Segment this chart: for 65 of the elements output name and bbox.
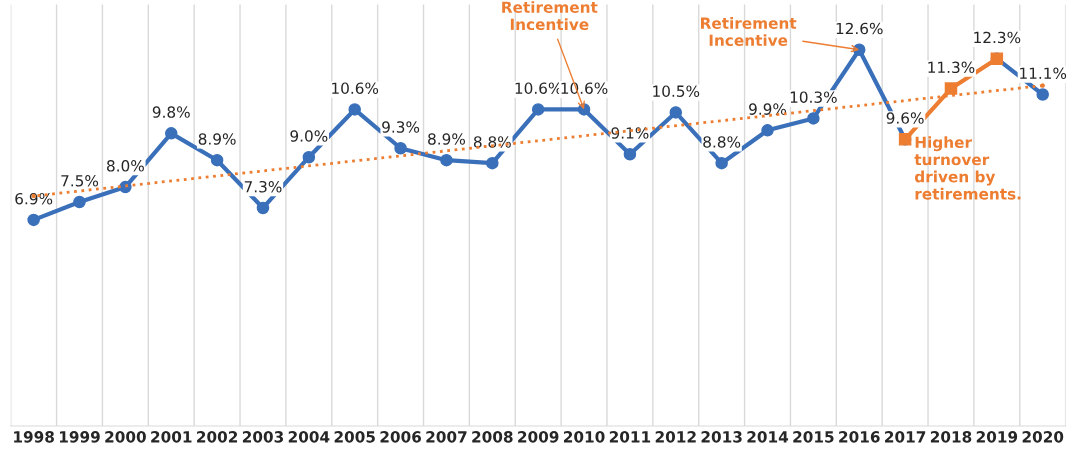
- data-label: 7.5%: [61, 174, 99, 187]
- x-tick-label: 2019: [976, 431, 1018, 443]
- x-tick-label: 1999: [59, 431, 100, 443]
- data-label: 11.3%: [928, 61, 975, 74]
- x-tick-label: 2013: [701, 431, 742, 443]
- point: [210, 153, 224, 167]
- data-label: 9.9%: [749, 103, 787, 115]
- point: [623, 147, 637, 161]
- data-label: 8.8%: [703, 136, 741, 148]
- x-tick-label: 2011: [609, 431, 651, 443]
- point: [761, 124, 774, 137]
- x-tick-label: 2003: [242, 431, 284, 443]
- point: [807, 112, 820, 125]
- data-label: 8.9%: [198, 133, 236, 145]
- x-tick-label: 2006: [380, 431, 422, 443]
- x-tick-label: 2015: [793, 431, 834, 443]
- data-label: 6.9%: [15, 192, 53, 205]
- data-label: 11.1%: [1020, 67, 1067, 80]
- point: [440, 153, 453, 167]
- data-label: 9.8%: [152, 106, 190, 118]
- point: [302, 150, 316, 164]
- annotation: Higher turnover driven by retirements.: [914, 136, 1021, 200]
- point: [394, 142, 407, 155]
- data-label: 10.3%: [790, 91, 837, 103]
- x-tick-label: 1998: [14, 431, 54, 443]
- data-label: 7.3%: [244, 180, 282, 193]
- data-label: 9.1%: [611, 127, 649, 139]
- x-tick-label: 2000: [105, 431, 146, 443]
- point: [944, 82, 958, 95]
- point: [1036, 88, 1049, 101]
- data-label: 10.5%: [653, 85, 700, 97]
- point: [1040, 83, 1045, 88]
- data-label: 9.3%: [382, 121, 420, 133]
- x-tick-label: 2012: [655, 431, 696, 443]
- point: [348, 103, 361, 116]
- point: [486, 156, 499, 170]
- x-tick-label: 2020: [1022, 431, 1064, 443]
- point: [256, 201, 270, 215]
- x-tick-label: 2017: [885, 431, 926, 443]
- point: [164, 127, 178, 140]
- x-tick-label: 2002: [197, 431, 238, 443]
- point: [27, 213, 40, 227]
- x-tick-label: 2004: [288, 431, 330, 443]
- data-label: 8.9%: [428, 133, 466, 145]
- annotation: Retirement Incentive: [701, 17, 797, 47]
- data-label: 12.3%: [974, 31, 1021, 44]
- data-label: 9.0%: [290, 130, 328, 142]
- x-tick-label: 2007: [426, 431, 467, 443]
- data-label: 10.6%: [332, 82, 379, 94]
- point: [715, 156, 728, 170]
- x-tick-label: 2009: [518, 431, 559, 443]
- x-tick-label: 2008: [472, 431, 513, 443]
- x-tick-label: 2018: [930, 431, 972, 443]
- data-label: 8.0%: [107, 160, 144, 172]
- annotation: Retirement Incentive: [502, 1, 598, 31]
- x-tick-label: 2005: [334, 431, 375, 443]
- x-tick-label: 2016: [839, 431, 880, 443]
- point: [73, 195, 86, 209]
- x-tick-label: 2010: [563, 431, 605, 443]
- point: [669, 106, 683, 119]
- data-label: 9.6%: [886, 112, 924, 124]
- point: [531, 103, 545, 116]
- x-tick-label: 2014: [747, 431, 789, 443]
- data-label: 12.6%: [836, 22, 883, 35]
- x-tick-label: 2001: [151, 431, 192, 443]
